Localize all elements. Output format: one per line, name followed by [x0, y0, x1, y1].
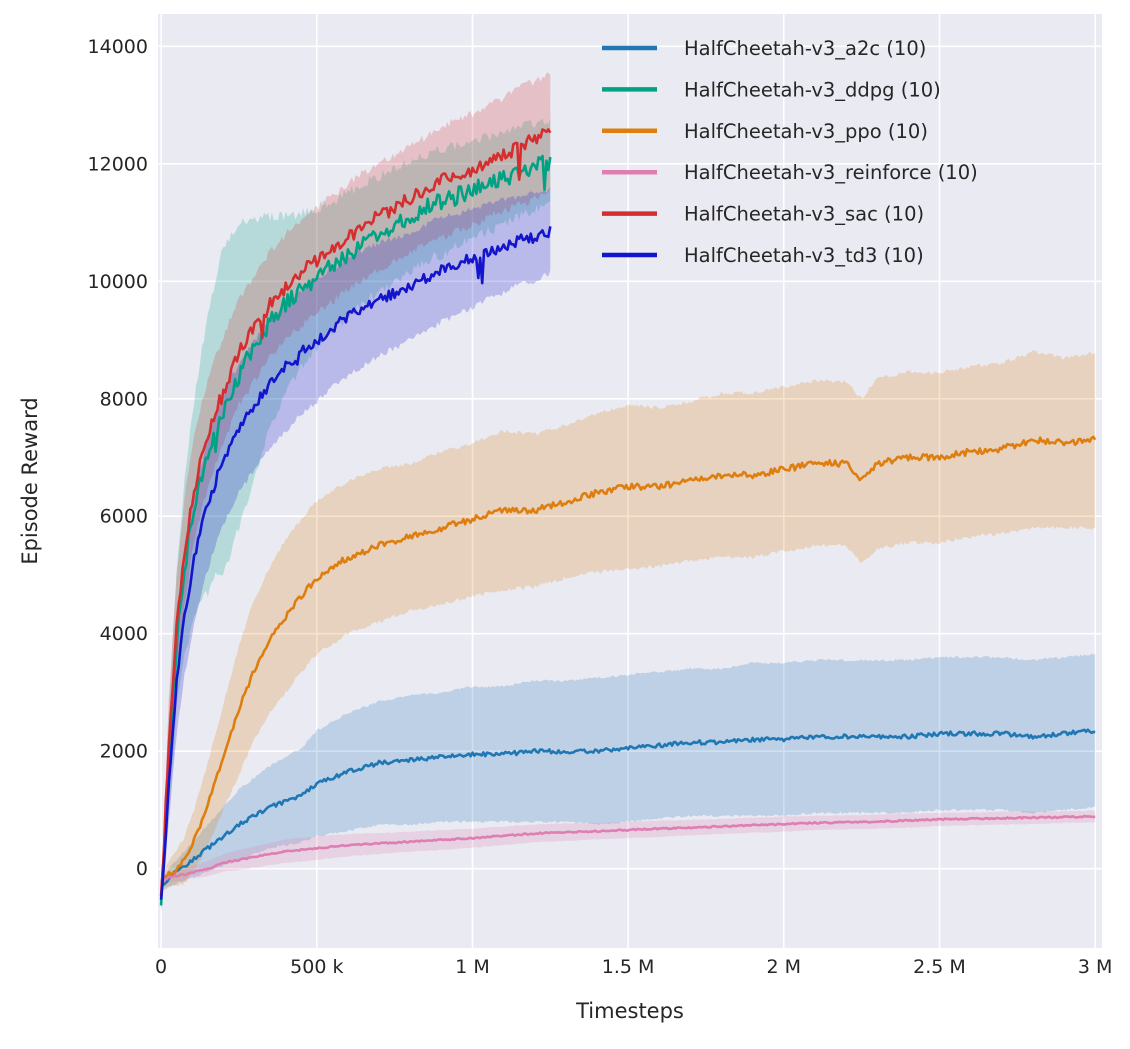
x-tick-label: 2 M — [767, 956, 802, 978]
tick-labels: 0 500 k 1 M 1.5 M 2 M 2.5 M 3 M 0 2000 4000 6000 80… — [88, 36, 1113, 978]
confidence-bands — [161, 72, 1096, 911]
y-axis-label: Episode Reward — [18, 397, 42, 565]
y-tick-label: 10000 — [88, 271, 148, 293]
series-lines — [159, 128, 1097, 906]
band-sac — [161, 72, 551, 905]
x-tick-label: 3 M — [1078, 956, 1113, 978]
line-ppo — [160, 435, 1097, 884]
x-tick-label: 1.5 M — [602, 956, 655, 978]
y-tick-label: 6000 — [100, 506, 148, 528]
x-tick-label: 2.5 M — [913, 956, 966, 978]
legend-label-td3: HalfCheetah-v3_td3 (10) — [684, 244, 924, 267]
y-tick-label: 12000 — [88, 153, 148, 175]
band-ppo — [161, 350, 1096, 889]
band-td3 — [161, 187, 551, 911]
x-axis-label: Timesteps — [576, 999, 684, 1023]
legend-label-a2c: HalfCheetah-v3_a2c (10) — [684, 37, 926, 60]
y-tick-label: 8000 — [100, 388, 148, 410]
x-tick-label: 500 k — [290, 956, 343, 978]
x-tick-label: 1 M — [455, 956, 490, 978]
y-tick-label: 4000 — [100, 623, 148, 645]
plot-background — [158, 14, 1102, 948]
y-tick-label: 2000 — [100, 741, 148, 763]
band-ddpg — [161, 118, 551, 909]
line-td3 — [159, 226, 552, 900]
line-reinforce — [160, 814, 1096, 882]
y-tick-label: 14000 — [88, 36, 148, 58]
x-tick-label: 0 — [155, 956, 167, 978]
legend-label-sac: HalfCheetah-v3_sac (10) — [684, 203, 924, 226]
legend-label-reinforce: HalfCheetah-v3_reinforce (10) — [684, 161, 978, 184]
legend: HalfCheetah-v3_a2c (10) HalfCheetah-v3_dd… — [602, 37, 978, 267]
y-tick-label: 0 — [136, 858, 148, 880]
line-ddpg — [159, 154, 552, 906]
legend-label-ddpg: HalfCheetah-v3_ddpg (10) — [684, 78, 941, 101]
line-a2c — [160, 728, 1096, 887]
legend-label-ppo: HalfCheetah-v3_ppo (10) — [684, 120, 928, 143]
line-sac — [159, 128, 552, 896]
band-a2c — [161, 653, 1096, 892]
band-reinforce — [161, 810, 1096, 885]
